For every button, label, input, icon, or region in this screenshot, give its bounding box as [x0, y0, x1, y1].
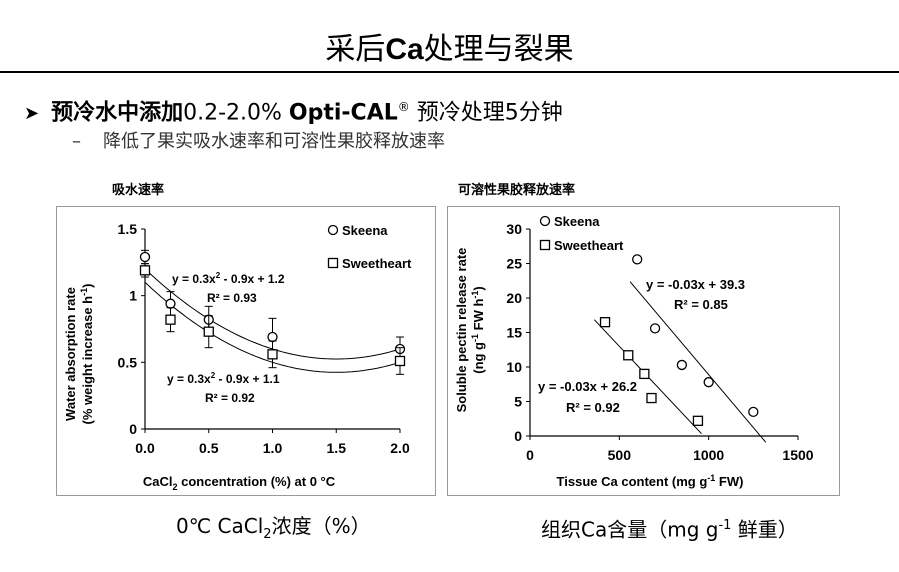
sweetheart-point [639, 368, 650, 380]
sweetheart-point [139, 265, 151, 276]
water-absorption-plot: Water absorption rate (% weight increase… [63, 221, 412, 492]
x-tick-label: 1000 [693, 447, 724, 463]
x-axis-title: CaCl2 concentration (%) at 0 °C [143, 474, 336, 492]
legend: Skeena Sweetheart [327, 223, 412, 271]
water-absorption-chart: Water absorption rate (% weight increase… [56, 206, 436, 496]
x-tick-label: 0 [526, 447, 534, 463]
legend-sweetheart-label: Sweetheart [554, 238, 624, 253]
sweetheart-point [623, 350, 634, 361]
skeena-point [267, 331, 278, 343]
y-tick-label: 1.5 [118, 221, 138, 237]
skeena-fit-r2: R² = 0.85 [674, 297, 728, 312]
skeena-point [139, 251, 151, 263]
y-axis-title-line2: (% weight increase h-1) [79, 284, 95, 425]
y-axis-title-line1: Soluble pectin release rate [454, 248, 469, 413]
arrow-bullet-icon: ➤ [24, 103, 40, 125]
left-chart-heading: 吸水速率 [112, 183, 165, 198]
skeena-point [632, 254, 643, 265]
x-tick-label: 2.0 [390, 440, 410, 456]
sweetheart-point [165, 314, 176, 325]
legend-skeena-label: Skeena [342, 223, 388, 238]
y-axis-title-line1: Water absorption rate [63, 287, 78, 421]
y-tick-label: 10 [506, 359, 522, 375]
right-chart-heading: 可溶性果胶释放速率 [458, 183, 576, 198]
y-tick-label: 15 [506, 325, 522, 341]
y-tick-label: 0 [129, 421, 137, 437]
x-tick-label: 500 [608, 447, 632, 463]
sweetheart-fit-equation: y = -0.03x + 26.2 [538, 379, 637, 394]
skeena-point [165, 298, 176, 309]
x-tick-label: 1.5 [327, 440, 347, 456]
legend-skeena-marker [539, 215, 551, 227]
x-tick-label: 0.5 [199, 440, 219, 456]
legend-sweetheart-label: Sweetheart [342, 256, 412, 271]
y-tick-label: 0 [514, 428, 522, 444]
y-tick-label: 0.5 [118, 354, 138, 370]
y-axis-title-line2: (ng g-1 FW h-1) [470, 286, 486, 374]
right-chart-caption: 组织Ca含量（mg g-1 鲜重） [541, 517, 798, 542]
sweetheart-point [692, 415, 704, 426]
pectin-release-chart: Soluble pectin release rate (ng g-1 FW h… [447, 206, 840, 496]
y-tick-label: 25 [506, 256, 522, 272]
legend-sweetheart-marker [327, 257, 339, 269]
y-tick-label: 1 [129, 288, 137, 304]
fit-line-skeena [629, 281, 767, 443]
sweetheart-fit-r2: R² = 0.92 [205, 391, 255, 405]
skeena-point [676, 359, 688, 371]
y-tick-label: 20 [506, 290, 522, 306]
slide-title: 采后Ca处理与裂果 [325, 32, 574, 67]
sweetheart-point [646, 392, 657, 404]
skeena-fit-r2: R² = 0.93 [207, 291, 257, 305]
skeena-fit-equation: y = -0.03x + 39.3 [646, 277, 745, 292]
skeena-point [649, 323, 661, 334]
sweetheart-point [203, 326, 214, 337]
y-axis-title: Water absorption rate (% weight increase… [63, 284, 95, 425]
sweetheart-point [599, 317, 611, 328]
left-chart-caption: 0℃ CaCl2浓度（%） [176, 514, 371, 542]
skeena-fit-equation: y = 0.3x2 - 0.9x + 1.2 [172, 271, 285, 286]
sweetheart-fit-r2: R² = 0.92 [566, 400, 620, 415]
legend-skeena-label: Skeena [554, 214, 600, 229]
x-tick-label: 1.0 [263, 440, 283, 456]
skeena-point [748, 406, 759, 418]
legend-sweetheart-marker [539, 239, 551, 251]
sweetheart-fit-equation: y = 0.3x2 - 0.9x + 1.1 [167, 371, 280, 386]
legend: Skeena Sweetheart [539, 214, 624, 253]
x-tick-label: 0.0 [135, 440, 155, 456]
y-tick-label: 30 [506, 221, 522, 237]
pectin-release-plot: Soluble pectin release rate (ng g-1 FW h… [454, 214, 814, 489]
x-axis-title: Tissue Ca content (mg g-1 FW) [557, 473, 744, 489]
x-tick-label: 1500 [782, 447, 813, 463]
bullet-point: ➤ 预冷水中添加0.2-2.0% Opti-CAL® 预冷处理5分钟 [24, 100, 563, 126]
skeena-point [703, 377, 714, 388]
y-tick-label: 5 [514, 394, 522, 410]
sweetheart-point [394, 355, 406, 367]
sweetheart-point [267, 349, 278, 360]
legend-skeena-marker [327, 224, 339, 236]
sub-bullet: – 降低了果实吸水速率和可溶性果胶释放速率 [72, 131, 445, 152]
y-axis-title: Soluble pectin release rate (ng g-1 FW h… [454, 248, 486, 413]
title-divider [0, 71, 899, 73]
